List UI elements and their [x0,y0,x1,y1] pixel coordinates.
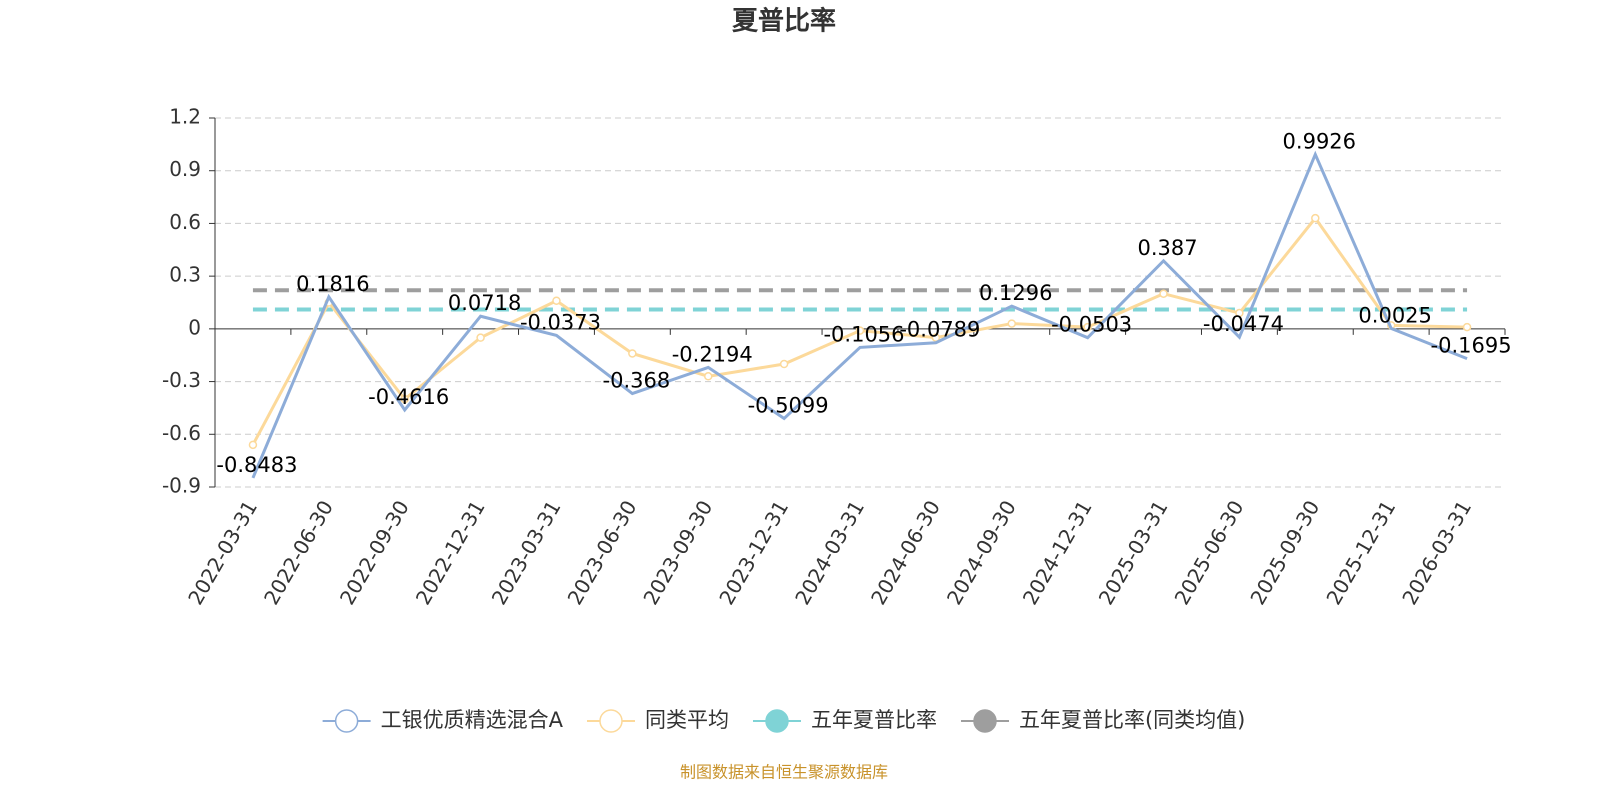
data-point [248,440,258,450]
chart-title: 夏普比率 [732,6,836,37]
legend-marker [334,709,359,733]
data-label: -0.0503 [1051,313,1132,337]
data-point [703,372,713,381]
data-point [1311,213,1320,223]
x-tick-label: 2025-03-31 [1094,496,1173,609]
data-label: -0.0789 [899,318,980,342]
legend: 工银优质精选混合A 同类平均 五年夏普比率 五年夏普比率(同类均值) [322,708,1245,733]
data-point [1462,322,1472,332]
data-point [1007,319,1017,328]
data-label: -0.8483 [216,453,297,477]
y-tick-label: -0.9 [162,474,201,498]
legend-label: 工银优质精选混合A [381,708,564,732]
data-label: -0.0474 [1203,312,1284,336]
source-note: 制图数据来自恒生聚源数据库 [680,763,888,782]
x-tick-label: 2026-03-31 [1397,496,1476,609]
x-tick-label: 2024-12-31 [1018,496,1097,609]
data-label: 0.387 [1137,236,1197,260]
data-label: -0.2194 [672,342,753,366]
y-tick-label: -0.3 [162,368,201,392]
data-point [552,296,561,305]
data-point [1235,308,1244,318]
data-label: 0.1296 [979,281,1052,305]
x-tick-label: 2023-06-30 [563,496,642,609]
x-tick-label: 2022-06-30 [259,496,338,609]
y-tick-label: 0.6 [169,210,201,234]
x-tick-label: 2023-09-30 [638,496,717,609]
x-tick-label: 2022-03-31 [183,496,262,609]
x-tick-label: 2025-06-30 [1170,496,1249,609]
x-tick-label: 2022-12-31 [411,496,490,609]
x-tick-label: 2022-09-30 [335,496,414,609]
data-point [1159,289,1168,298]
y-tick-label: 0 [188,315,201,339]
data-label: -0.0373 [520,310,601,334]
data-label: -0.1695 [1431,334,1512,358]
legend-label: 五年夏普比率(同类均值) [1019,708,1245,732]
data-point [855,326,865,335]
series-line [251,150,1468,479]
x-tick-label: 2024-03-31 [790,496,869,609]
data-label: -0.1056 [823,322,904,346]
legend-marker [599,709,623,733]
x-tick-label: 2024-09-30 [942,496,1021,609]
x-tick-label: 2023-12-31 [714,496,793,609]
data-label: -0.368 [603,369,671,393]
data-point [1083,322,1092,332]
x-tick-label: 2024-06-30 [866,496,945,609]
x-tick-label: 2025-12-31 [1321,496,1400,609]
data-label: -0.5099 [748,393,829,417]
legend-marker [765,709,789,733]
y-tick-label: -0.6 [162,421,201,445]
data-point [628,349,637,358]
data-label: 0.0718 [448,291,521,315]
data-point [400,394,409,404]
legend-marker [973,709,997,733]
data-label: -0.4616 [368,385,449,409]
data-point [476,333,485,342]
legend-label: 同类平均 [645,708,729,732]
data-label: 0.0025 [1358,303,1431,327]
x-tick-label: 2023-03-31 [487,496,566,609]
data-label: 0.1816 [296,272,369,296]
data-point [779,359,789,369]
y-tick-label: 0.9 [169,157,201,181]
y-tick-label: 1.2 [169,105,201,129]
legend-label: 五年夏普比率 [811,708,937,732]
data-label: 0.9926 [1283,129,1356,153]
y-tick-label: 0.3 [169,263,201,287]
x-tick-label: 2025-09-30 [1245,496,1324,609]
